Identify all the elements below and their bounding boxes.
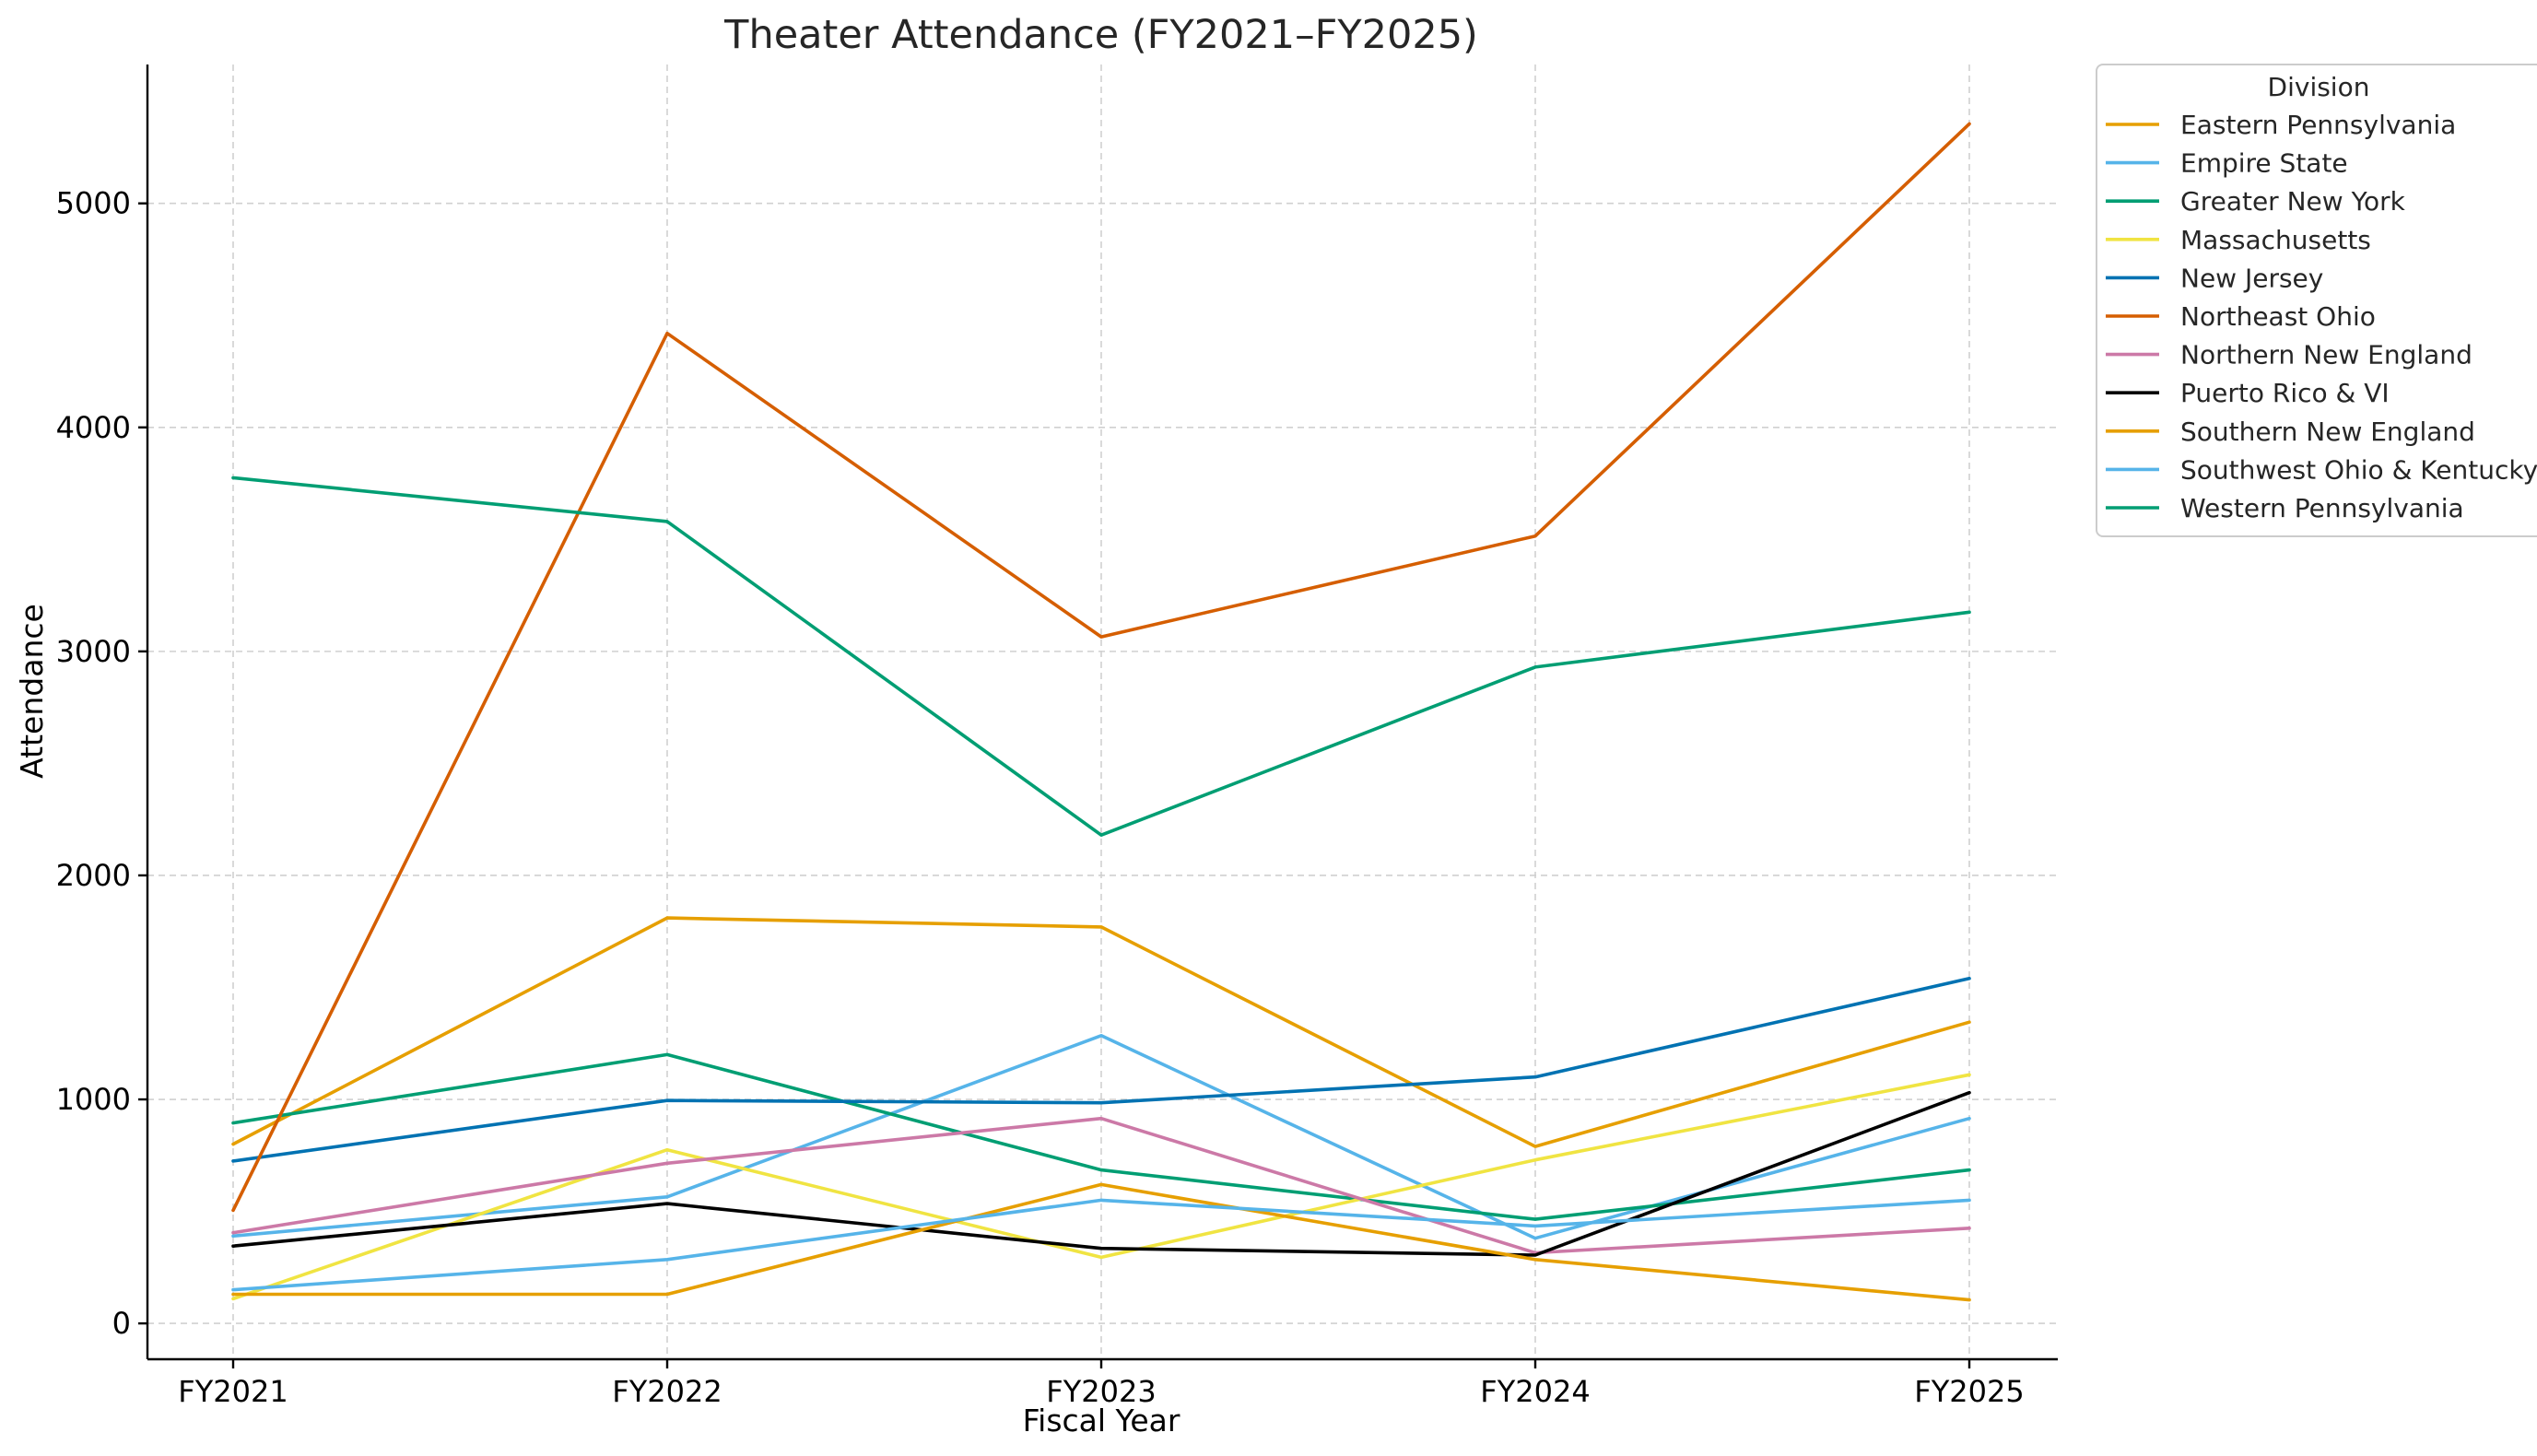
series-line <box>231 1182 1971 1302</box>
y-axis-label: Attendance <box>14 604 50 779</box>
y-tick-label: 5000 <box>56 186 131 221</box>
y-tick-label: 4000 <box>56 410 131 445</box>
legend-label: Greater New York <box>2180 186 2406 217</box>
legend-label: Massachusetts <box>2180 225 2371 255</box>
series-line <box>231 1116 1971 1255</box>
y-tick-label: 0 <box>112 1306 131 1341</box>
axis-ticks: FY2021 FY2022 FY2023 FY2024 FY2025 0 1000 2000 3… <box>56 186 2025 1409</box>
x-tick-label: FY2025 <box>1914 1374 2024 1409</box>
x-tick-label: FY2023 <box>1046 1374 1156 1409</box>
legend-box <box>2096 64 2537 537</box>
legend-label: Western Pennsylvania <box>2180 493 2464 523</box>
grid <box>147 65 2058 1359</box>
legend-title: Division <box>2268 72 2370 102</box>
y-tick-label: 2000 <box>56 858 131 893</box>
legend-label: Southern New England <box>2180 417 2475 447</box>
legend-label: Empire State <box>2180 148 2348 179</box>
y-tick-label: 1000 <box>56 1082 131 1117</box>
x-tick-label: FY2024 <box>1480 1374 1590 1409</box>
x-axis-label: Fiscal Year <box>1023 1403 1180 1438</box>
legend-label: Eastern Pennsylvania <box>2180 110 2456 140</box>
series-lines <box>231 122 1971 1302</box>
series-line <box>231 916 1971 1148</box>
series-line <box>231 476 1971 838</box>
series-line <box>231 977 1971 1163</box>
x-tick-label: FY2021 <box>178 1374 288 1409</box>
series-line <box>231 1198 1971 1292</box>
legend-items: Eastern Pennsylvania Empire State Greater … <box>2106 110 2537 523</box>
legend: Division Eastern Pennsylvania Empire Stat… <box>2096 64 2537 537</box>
legend-label: Puerto Rico & VI <box>2180 378 2390 408</box>
legend-label: Northern New England <box>2180 340 2472 370</box>
legend-label: Southwest Ohio & Kentucky <box>2180 454 2537 485</box>
series-line <box>231 1073 1971 1301</box>
series-line <box>231 1034 1971 1240</box>
legend-label: New Jersey <box>2180 263 2323 293</box>
chart-title: Theater Attendance (FY2021–FY2025) <box>723 12 1478 58</box>
x-tick-label: FY2022 <box>612 1374 722 1409</box>
series-line <box>231 1052 1971 1221</box>
series-line <box>231 1090 1971 1257</box>
series-line <box>231 122 1971 1213</box>
y-tick-label: 3000 <box>56 634 131 669</box>
legend-label: Northeast Ohio <box>2180 301 2376 332</box>
